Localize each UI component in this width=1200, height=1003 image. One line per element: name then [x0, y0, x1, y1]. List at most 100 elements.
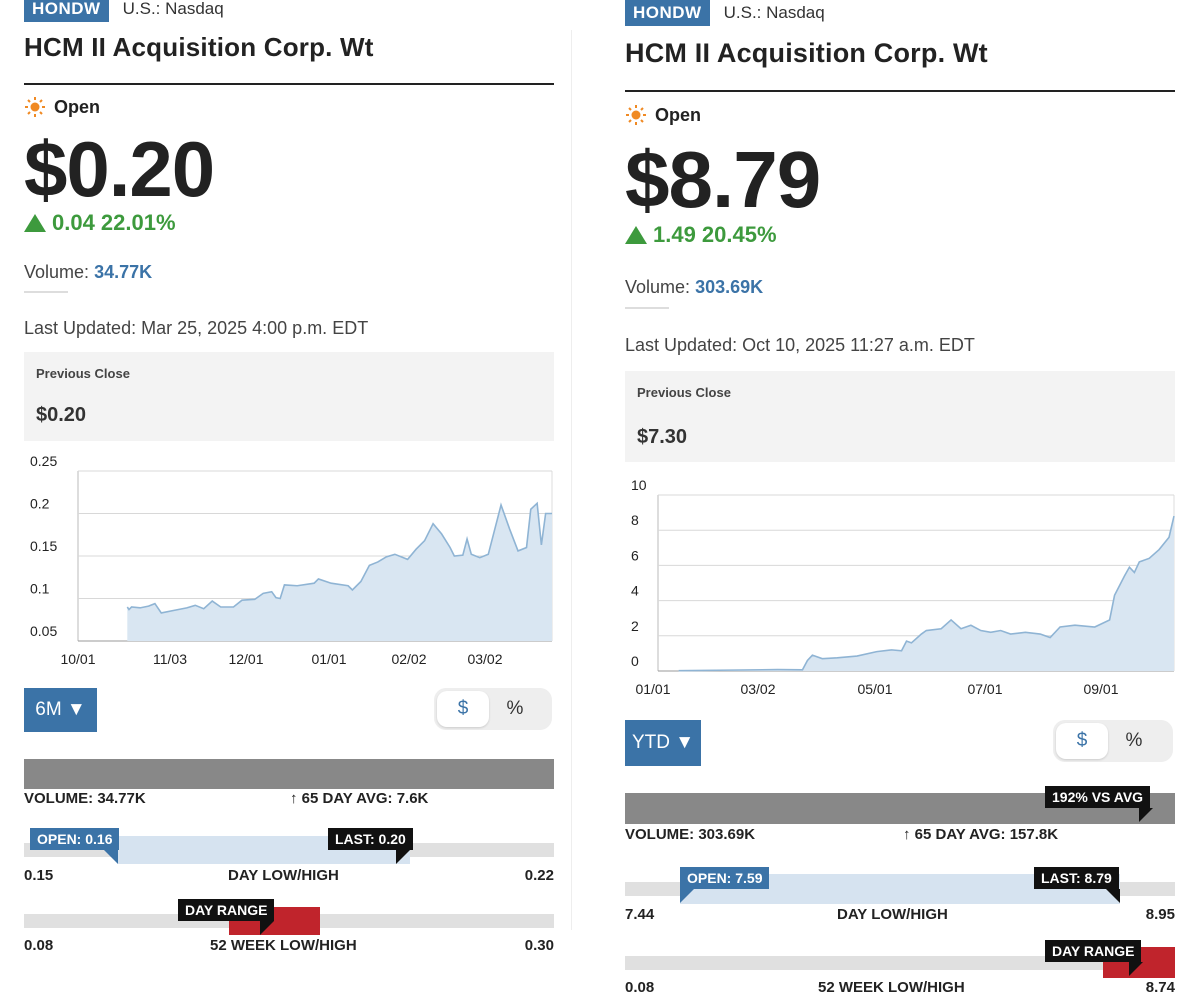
ticker-row: HONDW U.S.: Nasdaq — [625, 0, 825, 26]
exchange-label: U.S.: Nasdaq — [723, 3, 825, 22]
volume-rule — [625, 307, 669, 309]
dollar-toggle[interactable]: $ — [437, 691, 489, 727]
market-status: Open — [625, 104, 701, 126]
unit-toggle: $ % — [434, 688, 552, 730]
x-tick-label: 11/03 — [153, 651, 187, 667]
market-status: Open — [24, 96, 100, 118]
y-tick-label: 0.1 — [30, 581, 50, 597]
sun-icon — [626, 105, 646, 125]
x-tick-label: 05/01 — [857, 681, 892, 697]
range-selector-button[interactable]: 6M ▼ — [24, 688, 97, 732]
y-tick-label: 10 — [631, 477, 647, 493]
day-range-flag-tail — [1129, 962, 1143, 976]
previous-close-label: Previous Close — [36, 366, 130, 381]
day-range-flag: DAY RANGE — [178, 899, 275, 921]
last-flag: LAST: 0.20 — [328, 828, 413, 850]
day-range-flag-tail — [260, 921, 274, 935]
open-flag-tail — [104, 850, 118, 864]
volume-bar-label: VOLUME: 34.77K — [24, 790, 146, 807]
sun-icon — [25, 97, 45, 117]
volume-line: Volume: 34.77K — [24, 262, 152, 283]
y-tick-label: 8 — [631, 512, 639, 528]
week52-high: 8.74 — [1145, 979, 1175, 996]
status-label: Open — [54, 96, 101, 117]
day-high: 0.22 — [524, 867, 554, 884]
last-updated: Last Updated: Oct 10, 2025 11:27 a.m. ED… — [625, 335, 975, 355]
price-area — [678, 516, 1174, 671]
week52-range-label: 52 WEEK LOW/HIGH — [210, 937, 357, 954]
y-tick-label: 0.15 — [30, 538, 57, 554]
x-tick-label: 03/02 — [467, 651, 502, 667]
company-name: HCM II Acquisition Corp. Wt — [625, 38, 988, 68]
open-flag: OPEN: 0.16 — [30, 828, 120, 850]
y-tick-label: 0.2 — [30, 496, 50, 512]
volume-value: 34.77K — [94, 262, 153, 282]
right-quote-panel: HONDW U.S.: Nasdaq HCM II Acquisition Co… — [625, 0, 1175, 1003]
change-value: 1.49 20.45% — [653, 222, 777, 247]
change-value: 0.04 22.01% — [52, 210, 176, 235]
company-name: HCM II Acquisition Corp. Wt — [24, 32, 374, 62]
day-low: 7.44 — [625, 906, 655, 923]
percent-toggle[interactable]: % — [1125, 730, 1143, 751]
previous-close-box: Previous Close $0.20 — [24, 352, 554, 441]
last-updated: Last Updated: Mar 25, 2025 4:00 p.m. EDT — [24, 318, 369, 338]
range-selector-button[interactable]: YTD ▼ — [625, 720, 701, 766]
y-tick-label: 0.25 — [30, 453, 57, 469]
x-tick-label: 12/01 — [228, 651, 263, 667]
volume-rule — [24, 291, 68, 293]
ticker-badge[interactable]: HONDW — [625, 0, 710, 26]
panel-divider — [571, 30, 572, 930]
y-tick-label: 0 — [631, 653, 639, 669]
day-range-label: DAY LOW/HIGH — [228, 867, 339, 884]
price: $0.20 — [24, 125, 215, 213]
vs-avg-flag: 192% VS AVG — [1045, 786, 1151, 808]
status-label: Open — [655, 104, 702, 125]
last-flag: LAST: 8.79 — [1034, 867, 1119, 889]
previous-close-value: $7.30 — [637, 426, 688, 448]
last-flag-tail — [1106, 889, 1120, 903]
volume-bar — [24, 759, 554, 789]
previous-close-box: Previous Close $7.30 — [625, 371, 1175, 462]
price-area — [127, 503, 553, 641]
x-tick-label: 03/02 — [740, 681, 775, 697]
open-flag-tail — [680, 889, 694, 903]
day-low: 0.15 — [24, 867, 54, 884]
ticker-row: HONDW U.S.: Nasdaq — [24, 0, 224, 22]
open-flag: OPEN: 7.59 — [680, 867, 770, 889]
last-flag-tail — [396, 850, 410, 864]
dollar-toggle[interactable]: $ — [1056, 723, 1108, 759]
exchange-label: U.S.: Nasdaq — [122, 0, 224, 18]
y-tick-label: 4 — [631, 583, 639, 599]
week52-track — [625, 956, 1175, 970]
week52-range-label: 52 WEEK LOW/HIGH — [818, 979, 965, 996]
vs-avg-flag-tail — [1139, 808, 1153, 822]
y-tick-label: 2 — [631, 618, 639, 634]
ticker-badge[interactable]: HONDW — [24, 0, 109, 22]
price: $8.79 — [625, 135, 821, 224]
y-tick-label: 6 — [631, 547, 639, 563]
previous-close-label: Previous Close — [637, 385, 731, 400]
up-arrow-icon — [24, 214, 46, 232]
percent-toggle[interactable]: % — [506, 698, 524, 719]
x-tick-label: 01/01 — [635, 681, 670, 697]
price-line — [126, 501, 552, 614]
volume-line: Volume: 303.69K — [625, 277, 763, 298]
up-arrow-icon — [625, 226, 647, 244]
x-tick-label: 10/01 — [60, 651, 95, 667]
avg-volume-label: ↑ 65 DAY AVG: 7.6K — [290, 790, 429, 807]
left-quote-panel: HONDW U.S.: Nasdaq HCM II Acquisition Co… — [24, 0, 554, 1003]
previous-close-value: $0.20 — [36, 404, 87, 426]
day-range-flag: DAY RANGE — [1045, 940, 1142, 962]
x-tick-label: 02/02 — [391, 651, 426, 667]
day-range-label: DAY LOW/HIGH — [837, 906, 948, 923]
volume-bar-label: VOLUME: 303.69K — [625, 826, 756, 843]
price-change: 1.49 20.45% — [625, 222, 777, 248]
volume-label: Volume: — [625, 277, 691, 297]
day-high: 8.95 — [1145, 906, 1175, 923]
price-chart[interactable]: 10 8 6 4 2 0 01/01 03/02 05/01 07/01 09/01 — [625, 472, 1175, 704]
x-tick-label: 07/01 — [967, 681, 1002, 697]
volume-label: Volume: — [24, 262, 90, 282]
week52-low: 0.08 — [24, 937, 54, 954]
week52-high: 0.30 — [524, 937, 554, 954]
